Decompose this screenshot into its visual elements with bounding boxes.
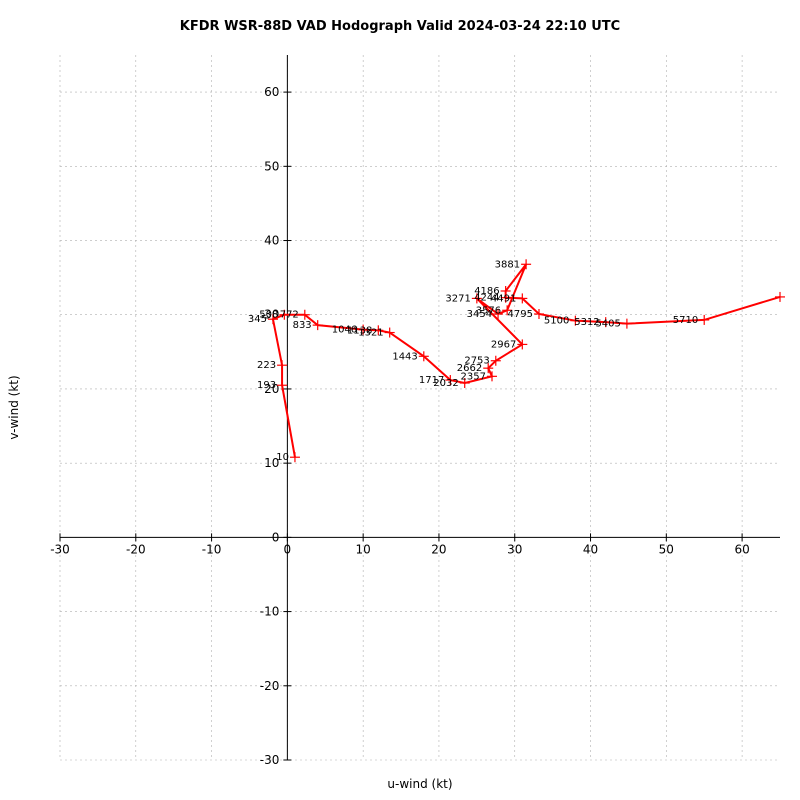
data-label: 5710 <box>673 315 698 326</box>
data-label: 3271 <box>445 293 470 304</box>
data-label: 2753 <box>464 356 489 367</box>
x-tick-label: -20 <box>126 542 146 556</box>
data-label: 2967 <box>491 339 516 350</box>
data-label: 508 <box>259 310 278 321</box>
data-label: 223 <box>257 360 276 371</box>
data-label: 193 <box>257 380 276 391</box>
data-label: 2032 <box>433 378 458 389</box>
y-tick-label: -20 <box>260 679 280 693</box>
data-label: 4491 <box>491 293 516 304</box>
x-tick-label: 60 <box>734 542 749 556</box>
y-tick-label: 40 <box>264 234 279 248</box>
x-tick-label: 10 <box>356 542 371 556</box>
x-axis-label: u-wind (kt) <box>387 777 452 791</box>
chart-title: KFDR WSR-88D VAD Hodograph Valid 2024-03… <box>180 19 620 34</box>
data-label: 1443 <box>392 351 417 362</box>
x-tick-label: 50 <box>659 542 674 556</box>
data-label: 3881 <box>495 259 520 270</box>
data-label: 3576 <box>476 305 501 316</box>
data-label: 5100 <box>544 316 569 327</box>
x-tick-label: -10 <box>202 542 222 556</box>
data-label: 10 <box>276 452 289 463</box>
data-label: 5405 <box>595 319 620 330</box>
x-tick-label: 20 <box>431 542 446 556</box>
data-label: 4795 <box>508 309 533 320</box>
x-tick-label: 30 <box>507 542 522 556</box>
x-tick-label: -30 <box>50 542 70 556</box>
y-tick-label: -30 <box>260 753 280 767</box>
y-tick-label: 50 <box>264 159 279 173</box>
y-axis-label: v-wind (kt) <box>7 375 21 439</box>
y-tick-label: -10 <box>260 605 280 619</box>
x-tick-label: 40 <box>583 542 598 556</box>
hodograph-chart: KFDR WSR-88D VAD Hodograph Valid 2024-03… <box>0 0 800 800</box>
y-tick-label: 60 <box>264 85 279 99</box>
data-label: 833 <box>293 320 312 331</box>
data-label: 772 <box>280 310 299 321</box>
data-label: 1321 <box>358 328 383 339</box>
